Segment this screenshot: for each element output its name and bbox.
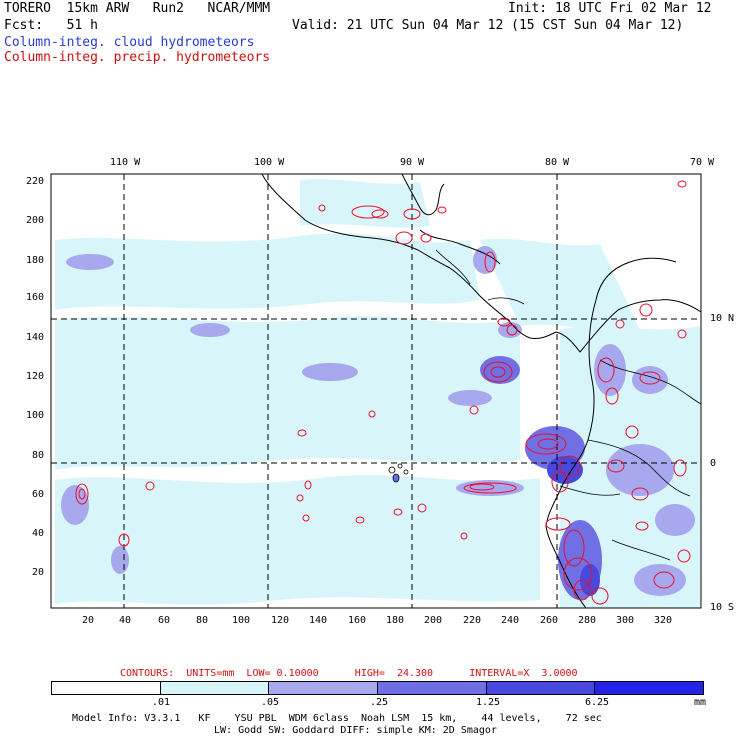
- precip-contours: [75, 180, 691, 605]
- legend-threshold: .25: [370, 697, 389, 708]
- legend-threshold: .05: [261, 697, 280, 708]
- physics-info: LW: Godd SW: Goddard DIFF: simple KM: 2D…: [214, 725, 497, 736]
- x-tick: 80: [196, 615, 209, 626]
- lon-label-70w: 70 W: [690, 157, 715, 168]
- lon-label-80w: 80 W: [545, 157, 570, 168]
- x-tick: 20: [82, 615, 95, 626]
- x-tick: 280: [578, 615, 597, 626]
- legend-swatch: [486, 682, 596, 694]
- lat-lon-grid: [51, 174, 701, 608]
- legend-swatch: [52, 682, 161, 694]
- x-tick: 160: [348, 615, 367, 626]
- x-tick: 300: [616, 615, 635, 626]
- model-title: TORERO 15km ARW Run2 NCAR/MMM: [4, 1, 271, 16]
- field-precip-label: Column-integ. precip. hydrometeors: [4, 50, 271, 65]
- coastline: [261, 174, 701, 608]
- field-cloud-label: Column-integ. cloud hydrometeors: [4, 35, 255, 50]
- galapagos: [388, 463, 409, 483]
- legend-swatch: [269, 682, 379, 694]
- lon-label-90w: 90 W: [400, 157, 425, 168]
- legend-threshold: 1.25: [476, 697, 501, 708]
- x-tick: 180: [386, 615, 405, 626]
- legend-swatch: [160, 682, 270, 694]
- init-time: Init: 18 UTC Fri 02 Mar 12: [508, 1, 712, 16]
- x-tick: 100: [232, 615, 251, 626]
- hydrometeor-field: [51, 174, 701, 608]
- y-tick: 100: [26, 410, 45, 421]
- x-tick: 40: [119, 615, 132, 626]
- lat-label-0: 0: [710, 458, 717, 469]
- y-tick: 80: [32, 450, 45, 461]
- x-tick: 220: [463, 615, 482, 626]
- legend-swatch: [378, 682, 487, 694]
- lat-label-10n: 10 N: [710, 313, 735, 324]
- x-tick: 320: [654, 615, 673, 626]
- x-tick: 200: [424, 615, 443, 626]
- legend-threshold: 6.25: [585, 697, 610, 708]
- valid-time: Valid: 21 UTC Sun 04 Mar 12 (15 CST Sun …: [292, 18, 684, 33]
- y-tick: 180: [26, 255, 45, 266]
- y-tick: 40: [32, 528, 45, 539]
- legend-units: mm: [694, 697, 707, 708]
- y-tick: 200: [26, 215, 45, 226]
- lon-label-110w: 110 W: [110, 157, 141, 168]
- x-tick: 140: [309, 615, 328, 626]
- model-info: Model Info: V3.3.1 KF YSU PBL WDM 6class…: [72, 713, 602, 724]
- y-tick: 160: [26, 292, 45, 303]
- y-tick: 140: [26, 332, 45, 343]
- y-tick: 20: [32, 567, 45, 578]
- y-tick: 120: [26, 371, 45, 382]
- lon-label-100w: 100 W: [254, 157, 285, 168]
- y-tick: 220: [26, 176, 45, 187]
- y-tick: 60: [32, 489, 45, 500]
- contours-info: CONTOURS: UNITS=mm LOW= 0.10000 HIGH= 24…: [120, 668, 578, 679]
- forecast-hour: Fcst: 51 h: [4, 18, 98, 33]
- lat-label-10s: 10 S: [710, 602, 735, 613]
- x-tick: 120: [271, 615, 290, 626]
- map-frame: [50, 173, 702, 609]
- legend-swatch: [595, 682, 704, 694]
- legend-threshold: .01: [152, 697, 171, 708]
- x-tick: 60: [158, 615, 171, 626]
- x-tick: 260: [540, 615, 559, 626]
- x-tick: 240: [501, 615, 520, 626]
- color-legend-bar: [51, 681, 704, 695]
